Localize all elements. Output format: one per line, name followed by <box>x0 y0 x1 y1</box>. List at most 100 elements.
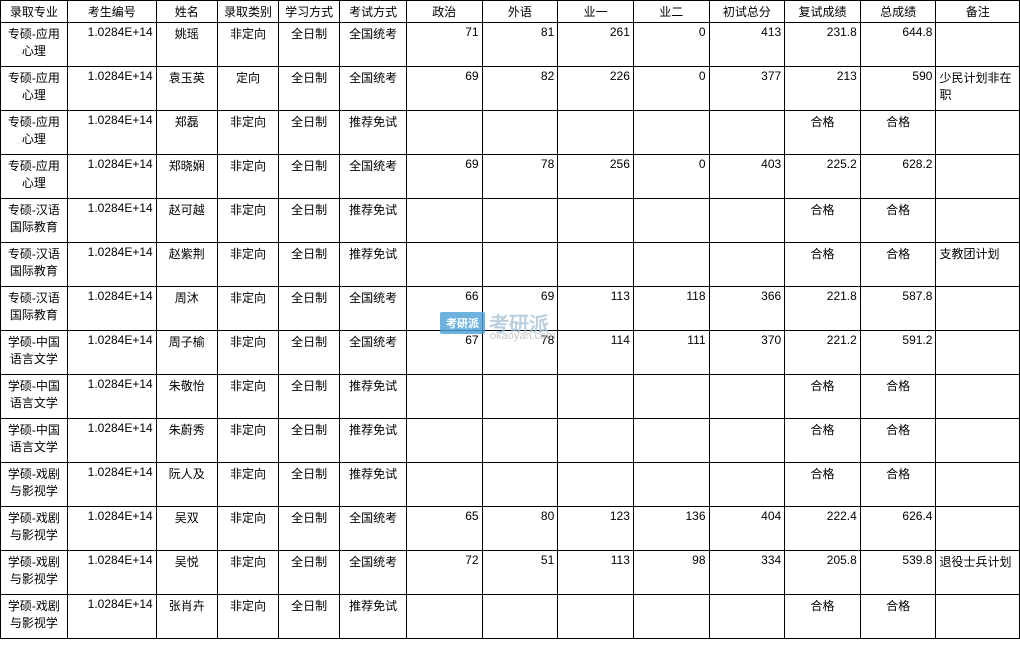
cell-retest: 231.8 <box>785 23 861 67</box>
cell-remark <box>936 155 1020 199</box>
cell-final-total: 590 <box>860 67 936 111</box>
cell-retest: 221.8 <box>785 287 861 331</box>
table-row: 专硕-汉语国际教育1.0284E+14赵可越非定向全日制推荐免试合格合格 <box>1 199 1020 243</box>
cell-foreign: 80 <box>482 507 558 551</box>
cell-study: 全日制 <box>279 67 340 111</box>
cell-prelim-total <box>709 419 785 463</box>
cell-subject1: 226 <box>558 67 634 111</box>
cell-remark <box>936 419 1020 463</box>
cell-subject1 <box>558 243 634 287</box>
cell-exam: 全国统考 <box>340 331 407 375</box>
cell-type: 非定向 <box>217 375 278 419</box>
cell-subject1: 113 <box>558 287 634 331</box>
admission-table: 录取专业 考生编号 姓名 录取类别 学习方式 考试方式 政治 外语 业一 业二 … <box>0 0 1020 639</box>
col-header-type: 录取类别 <box>217 1 278 23</box>
cell-type: 非定向 <box>217 419 278 463</box>
cell-final-total: 587.8 <box>860 287 936 331</box>
cell-retest: 205.8 <box>785 551 861 595</box>
cell-final-total: 合格 <box>860 243 936 287</box>
cell-exam: 全国统考 <box>340 23 407 67</box>
cell-study: 全日制 <box>279 375 340 419</box>
cell-id: 1.0284E+14 <box>67 331 156 375</box>
col-header-study: 学习方式 <box>279 1 340 23</box>
cell-prelim-total: 370 <box>709 331 785 375</box>
cell-id: 1.0284E+14 <box>67 551 156 595</box>
table-body: 专硕-应用心理1.0284E+14姚瑶非定向全日制全国统考71812610413… <box>1 23 1020 639</box>
cell-exam: 全国统考 <box>340 287 407 331</box>
cell-subject1 <box>558 375 634 419</box>
cell-study: 全日制 <box>279 595 340 639</box>
cell-name: 郑磊 <box>156 111 217 155</box>
cell-subject2: 136 <box>633 507 709 551</box>
table-row: 学硕-戏剧与影视学1.0284E+14吴双非定向全日制全国统考658012313… <box>1 507 1020 551</box>
cell-retest: 合格 <box>785 111 861 155</box>
cell-exam: 推荐免试 <box>340 419 407 463</box>
cell-subject2: 0 <box>633 155 709 199</box>
cell-major: 专硕-应用心理 <box>1 155 68 199</box>
cell-subject1: 113 <box>558 551 634 595</box>
cell-remark <box>936 111 1020 155</box>
cell-remark: 支教团计划 <box>936 243 1020 287</box>
cell-foreign: 51 <box>482 551 558 595</box>
cell-id: 1.0284E+14 <box>67 287 156 331</box>
cell-subject2 <box>633 243 709 287</box>
cell-politics: 71 <box>406 23 482 67</box>
cell-politics: 65 <box>406 507 482 551</box>
cell-prelim-total: 377 <box>709 67 785 111</box>
col-header-remark: 备注 <box>936 1 1020 23</box>
cell-exam: 全国统考 <box>340 67 407 111</box>
cell-major: 学硕-中国语言文学 <box>1 331 68 375</box>
cell-exam: 推荐免试 <box>340 375 407 419</box>
cell-remark <box>936 287 1020 331</box>
cell-subject1 <box>558 419 634 463</box>
cell-final-total: 539.8 <box>860 551 936 595</box>
cell-subject1 <box>558 111 634 155</box>
cell-final-total: 626.4 <box>860 507 936 551</box>
cell-major: 专硕-应用心理 <box>1 23 68 67</box>
cell-politics <box>406 111 482 155</box>
cell-name: 周沐 <box>156 287 217 331</box>
cell-study: 全日制 <box>279 23 340 67</box>
cell-final-total: 合格 <box>860 463 936 507</box>
cell-retest: 221.2 <box>785 331 861 375</box>
cell-prelim-total: 403 <box>709 155 785 199</box>
cell-type: 非定向 <box>217 23 278 67</box>
cell-prelim-total <box>709 111 785 155</box>
cell-type: 非定向 <box>217 463 278 507</box>
cell-subject1: 261 <box>558 23 634 67</box>
cell-subject2 <box>633 419 709 463</box>
cell-study: 全日制 <box>279 551 340 595</box>
cell-name: 赵紫荆 <box>156 243 217 287</box>
cell-id: 1.0284E+14 <box>67 375 156 419</box>
col-header-retest: 复试成绩 <box>785 1 861 23</box>
col-header-prelim-total: 初试总分 <box>709 1 785 23</box>
cell-foreign <box>482 199 558 243</box>
cell-subject1: 123 <box>558 507 634 551</box>
cell-name: 周子榆 <box>156 331 217 375</box>
cell-id: 1.0284E+14 <box>67 111 156 155</box>
cell-major: 专硕-汉语国际教育 <box>1 199 68 243</box>
cell-id: 1.0284E+14 <box>67 243 156 287</box>
cell-retest: 合格 <box>785 595 861 639</box>
cell-politics: 72 <box>406 551 482 595</box>
cell-remark <box>936 507 1020 551</box>
cell-study: 全日制 <box>279 419 340 463</box>
cell-remark <box>936 595 1020 639</box>
col-header-id: 考生编号 <box>67 1 156 23</box>
cell-politics <box>406 375 482 419</box>
cell-study: 全日制 <box>279 111 340 155</box>
cell-subject1 <box>558 199 634 243</box>
cell-exam: 推荐免试 <box>340 595 407 639</box>
col-header-subject1: 业一 <box>558 1 634 23</box>
cell-subject2: 111 <box>633 331 709 375</box>
cell-name: 朱敬怡 <box>156 375 217 419</box>
cell-foreign <box>482 419 558 463</box>
cell-subject1: 114 <box>558 331 634 375</box>
cell-foreign <box>482 463 558 507</box>
cell-name: 吴悦 <box>156 551 217 595</box>
cell-type: 定向 <box>217 67 278 111</box>
cell-retest: 合格 <box>785 243 861 287</box>
cell-remark <box>936 375 1020 419</box>
cell-remark <box>936 331 1020 375</box>
cell-name: 张肖卉 <box>156 595 217 639</box>
